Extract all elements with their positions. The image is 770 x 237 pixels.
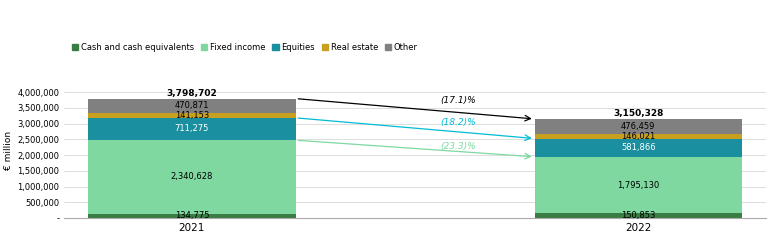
- Bar: [534, 139, 742, 157]
- Bar: [89, 99, 296, 113]
- Text: 134,775: 134,775: [175, 211, 209, 220]
- Text: 581,866: 581,866: [621, 143, 655, 152]
- Legend: Cash and cash equivalents, Fixed income, Equities, Real estate, Other: Cash and cash equivalents, Fixed income,…: [69, 40, 421, 55]
- Text: 2,340,628: 2,340,628: [171, 173, 213, 182]
- Bar: [89, 140, 296, 214]
- Text: 470,871: 470,871: [175, 101, 209, 110]
- Text: 1,795,130: 1,795,130: [618, 181, 659, 190]
- Text: 3,798,702: 3,798,702: [166, 89, 217, 98]
- Bar: [534, 157, 742, 213]
- Text: 3,150,328: 3,150,328: [613, 109, 664, 118]
- Text: 476,459: 476,459: [621, 122, 655, 131]
- Text: (23.3)%: (23.3)%: [440, 142, 476, 151]
- Bar: [534, 119, 742, 134]
- Text: 146,021: 146,021: [621, 132, 655, 141]
- Text: 150,853: 150,853: [621, 211, 655, 220]
- Bar: [89, 118, 296, 140]
- Y-axis label: € million: € million: [4, 131, 13, 170]
- Bar: [89, 214, 296, 218]
- Text: (17.1)%: (17.1)%: [440, 96, 476, 105]
- Bar: [534, 213, 742, 218]
- Text: 711,275: 711,275: [175, 124, 209, 133]
- Bar: [534, 134, 742, 139]
- Text: 141,153: 141,153: [175, 111, 209, 120]
- Bar: [89, 113, 296, 118]
- Text: (18.2)%: (18.2)%: [440, 118, 476, 127]
